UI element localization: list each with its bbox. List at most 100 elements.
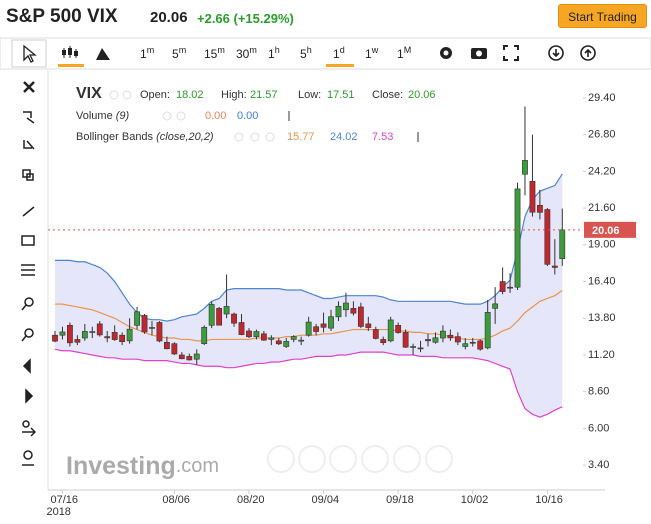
candle-body	[328, 316, 334, 329]
x-tick-label: 10/16	[535, 494, 563, 506]
candle-body	[171, 343, 178, 355]
candle-body	[290, 336, 297, 340]
left-tools[interactable]	[21, 81, 37, 466]
candle-body	[223, 306, 230, 315]
upload-button[interactable]	[580, 45, 596, 61]
timeframe-button[interactable]: 1d	[333, 45, 345, 61]
timeframe-unit: m	[217, 45, 225, 55]
y-tick-label: 29.40	[588, 92, 616, 104]
watermark-suffix: .com	[176, 455, 219, 477]
candle-body	[492, 303, 499, 309]
timeframe-button[interactable]: 30m	[236, 45, 257, 61]
candle-body	[365, 323, 372, 328]
candle-body	[335, 305, 342, 318]
selected-timeframe-underline	[326, 64, 354, 67]
y-tick-label: 24.20	[588, 165, 616, 177]
candle-body	[156, 322, 163, 342]
volume-label: Volume	[76, 110, 113, 122]
candles-button[interactable]	[58, 46, 84, 67]
legend-high-label: High:	[221, 89, 247, 101]
timeframe-number: 1	[140, 47, 147, 61]
y-tick-label: 19.00	[588, 239, 616, 251]
timeframe-number: 5	[300, 47, 307, 61]
timeframe-number: 30	[236, 47, 250, 61]
candle-body	[275, 340, 282, 345]
legend-value: 0.00	[237, 110, 258, 122]
cursor-button[interactable]	[11, 39, 47, 68]
candle-body	[201, 326, 208, 344]
candle-body	[231, 313, 237, 324]
timeframe-unit: d	[340, 45, 345, 55]
legend-high: 21.57	[250, 89, 278, 101]
nav-buttons	[267, 445, 453, 473]
candle-body	[52, 334, 58, 342]
candle-body	[74, 339, 81, 343]
timeframe-number: 5	[172, 47, 179, 61]
timeframe-number: 15	[204, 47, 218, 61]
legend-open-label: Open:	[140, 89, 170, 101]
candle-body	[440, 330, 446, 339]
candle-body	[246, 330, 252, 338]
download-button[interactable]	[548, 45, 564, 61]
candle-body	[193, 353, 200, 360]
candle-body	[149, 327, 155, 329]
price-change: +2.66 (+15.29%)	[197, 11, 294, 26]
candle-body	[536, 204, 543, 213]
timeframe-button[interactable]: 1m	[140, 45, 154, 61]
candle-body	[357, 306, 364, 327]
candle-body	[320, 323, 327, 328]
legend-value: 24.02	[330, 131, 358, 143]
timeframe-button[interactable]: 1M	[397, 45, 411, 61]
price-tag	[584, 221, 636, 238]
timeframe-unit: m	[179, 45, 187, 55]
legend-close-label: Close:	[372, 89, 403, 101]
candle-body	[372, 329, 379, 339]
fullscreen-button[interactable]	[503, 45, 519, 61]
candle-body	[283, 341, 290, 347]
price: 20.06	[150, 9, 188, 26]
candle-body	[350, 308, 357, 314]
x-tick-label: 09/04	[312, 494, 340, 506]
candle-body	[81, 331, 88, 339]
timeframe-unit: m	[249, 45, 257, 55]
candle-body	[477, 340, 484, 350]
timeframe-unit: M	[404, 45, 412, 55]
legend-value: 7.53	[372, 131, 393, 143]
candle-body	[67, 325, 73, 344]
x-tick-label: 08/06	[162, 494, 190, 506]
candle-body	[387, 319, 394, 342]
candle-body	[260, 333, 267, 341]
candle-body	[305, 321, 312, 336]
settings-button[interactable]	[440, 47, 452, 59]
bb-band-fill	[55, 173, 563, 418]
timeframe-button[interactable]: 5h	[300, 45, 312, 61]
y-tick-label: 6.00	[588, 422, 609, 434]
legend-value: 15.77	[287, 131, 315, 143]
candle-body	[104, 336, 111, 339]
legend-value: 0.00	[205, 110, 226, 122]
timeframe-button[interactable]: 15m	[204, 45, 225, 61]
timeframe-button[interactable]: 1w	[365, 45, 379, 61]
symbol-title: S&P 500 VIX	[6, 6, 118, 27]
watermark: Investing.com	[66, 452, 219, 480]
legend-open: 18.02	[176, 89, 204, 101]
timeframe-button[interactable]: 1h	[268, 45, 280, 61]
candle-body	[134, 311, 140, 326]
candle-body	[343, 302, 349, 311]
screenshot-button[interactable]	[471, 48, 487, 59]
candle-body	[514, 188, 521, 288]
price-tag-label: 20.06	[592, 225, 620, 237]
legend-bb: Bollinger Bands (close,20,2)	[76, 131, 214, 143]
candle-body	[208, 304, 215, 326]
candle-body	[507, 286, 513, 289]
timeframe-button[interactable]: 5m	[172, 45, 186, 61]
x-tick-label: 08/20	[237, 494, 265, 506]
candle-body	[417, 347, 424, 350]
watermark-brand: Investing	[66, 452, 176, 480]
start-trading-button[interactable]: Start Trading	[558, 4, 647, 28]
y-tick-label: 11.20	[588, 349, 615, 361]
area-button[interactable]	[96, 48, 110, 60]
candle-body	[119, 334, 126, 342]
y-tick-label: 16.40	[588, 275, 616, 287]
